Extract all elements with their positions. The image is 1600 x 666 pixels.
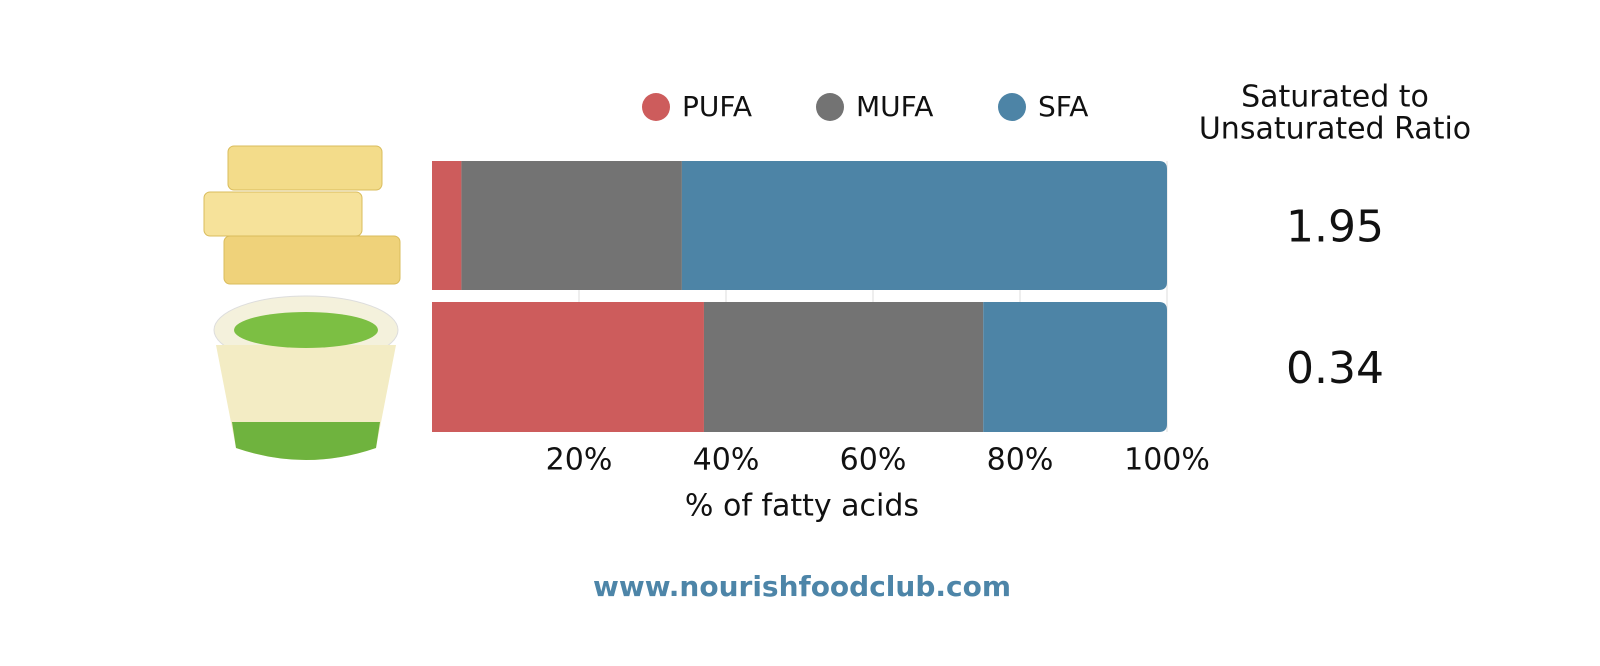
- legend-marker: [816, 93, 844, 121]
- bar-segment: [432, 302, 704, 432]
- x-tick-label: 80%: [987, 443, 1054, 478]
- legend-label: MUFA: [856, 90, 933, 123]
- tub-band: [232, 422, 380, 460]
- legend-marker: [642, 93, 670, 121]
- butter-stick: [203, 191, 363, 237]
- footer: www.nourishfoodclub.com: [593, 570, 1011, 603]
- ratio-value: 1.95: [1286, 202, 1384, 253]
- ratio-title-line: Saturated to: [1241, 80, 1429, 115]
- bar-segment: [983, 302, 1167, 432]
- legend-marker: [998, 93, 1026, 121]
- legend-label: PUFA: [682, 90, 752, 123]
- bar-segment: [461, 161, 682, 290]
- ratio-title: Saturated to Unsaturated Ratio: [1199, 80, 1471, 147]
- margarine-image: [213, 295, 399, 460]
- bar-segment: [432, 161, 462, 290]
- ratio-value: 0.34: [1286, 343, 1384, 394]
- ratio-title-line: Unsaturated Ratio: [1199, 112, 1471, 147]
- bar-segment: [703, 302, 984, 432]
- butter-image: [203, 145, 401, 285]
- butter-stick: [227, 145, 383, 191]
- bar-segment: [681, 161, 1167, 290]
- x-tick-label: 100%: [1124, 443, 1210, 478]
- x-axis-label: % of fatty acids: [685, 489, 919, 524]
- x-tick-label: 60%: [840, 443, 907, 478]
- x-tick-label: 20%: [546, 443, 613, 478]
- x-tick-label: 40%: [693, 443, 760, 478]
- lid-label: [234, 312, 378, 348]
- butter-stick: [223, 235, 401, 285]
- legend-label: SFA: [1038, 90, 1088, 123]
